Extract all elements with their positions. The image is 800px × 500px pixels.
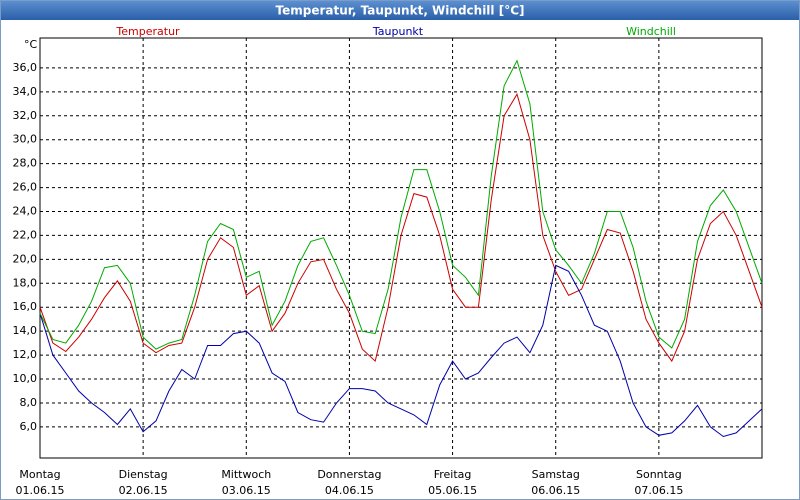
y-tick-label: 32,0 <box>13 109 38 122</box>
x-tick-label: Freitag <box>434 468 472 481</box>
y-tick-label: 12,0 <box>13 348 38 361</box>
y-unit: °C <box>24 38 38 51</box>
x-tick-date: 06.06.15 <box>531 484 580 497</box>
series-line <box>39 92 763 363</box>
y-tick-label: 26,0 <box>13 181 38 194</box>
series-line <box>39 59 763 350</box>
y-tick-label: 14,0 <box>13 324 38 337</box>
x-tick-date: 02.06.15 <box>119 484 168 497</box>
y-tick-label: 10,0 <box>13 372 38 385</box>
y-tick-label: 36,0 <box>13 61 38 74</box>
x-tick-date: 07.06.15 <box>634 484 683 497</box>
legend-entry: Windchill <box>626 25 676 38</box>
x-tick-label: Donnerstag <box>317 468 381 481</box>
x-tick-date: 04.06.15 <box>325 484 374 497</box>
y-tick-label: 24,0 <box>13 205 38 218</box>
y-tick-label: 28,0 <box>13 157 38 170</box>
chart-title: Temperatur, Taupunkt, Windchill [°C] <box>276 4 525 18</box>
x-tick-label: Sonntag <box>636 468 682 481</box>
series-line <box>39 264 763 438</box>
x-tick-date: 03.06.15 <box>222 484 271 497</box>
legend-entry: Temperatur <box>115 25 180 38</box>
y-tick-label: 30,0 <box>13 133 38 146</box>
x-tick-label: Mittwoch <box>221 468 271 481</box>
x-tick-label: Samstag <box>532 468 580 481</box>
y-tick-label: 8,0 <box>20 396 38 409</box>
y-tick-label: 34,0 <box>13 85 38 98</box>
y-tick-label: 18,0 <box>13 276 38 289</box>
title-bar <box>1 1 799 20</box>
y-tick-label: 16,0 <box>13 300 38 313</box>
y-tick-label: 20,0 <box>13 252 38 265</box>
y-tick-label: 22,0 <box>13 228 38 241</box>
x-tick-date: 01.06.15 <box>16 484 65 497</box>
x-tick-label: Dienstag <box>119 468 168 481</box>
x-tick-date: 05.06.15 <box>428 484 477 497</box>
y-tick-label: 6,0 <box>20 420 38 433</box>
legend-entry: Taupunkt <box>372 25 424 38</box>
x-tick-label: Montag <box>19 468 60 481</box>
plot-frame <box>39 37 763 459</box>
